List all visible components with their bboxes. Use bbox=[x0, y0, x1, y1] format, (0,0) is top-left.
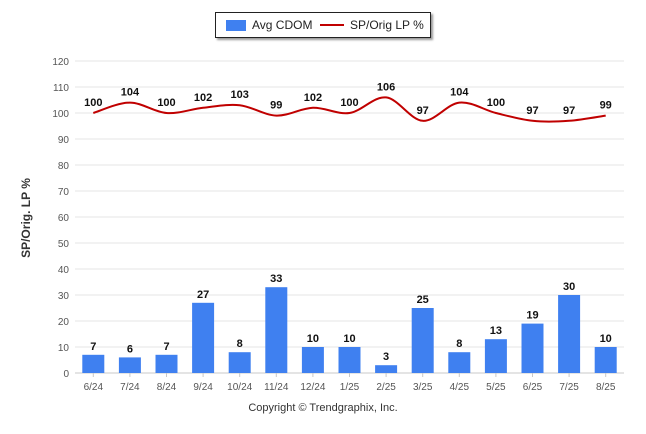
cdom-bar-value-label: 30 bbox=[563, 281, 575, 293]
x-tick-label: 6/25 bbox=[523, 382, 543, 393]
y-tick-label: 60 bbox=[58, 213, 70, 224]
cdom-bar bbox=[192, 302, 215, 373]
y-tick-label: 10 bbox=[58, 343, 70, 354]
y-tick-label: 30 bbox=[58, 291, 70, 302]
cdom-bar bbox=[301, 347, 324, 373]
sp-orig-lp-value-label: 102 bbox=[194, 92, 212, 104]
cdom-bar-value-label: 10 bbox=[600, 333, 612, 345]
cdom-bar bbox=[448, 352, 471, 373]
copyright-text: Copyright © Trendgraphix, Inc. bbox=[248, 402, 398, 414]
x-tick-label: 2/25 bbox=[376, 382, 396, 393]
legend-bar-label: Avg CDOM bbox=[252, 18, 313, 32]
cdom-bar bbox=[484, 339, 507, 373]
sp-orig-lp-value-label: 104 bbox=[450, 87, 469, 99]
sp-orig-lp-value-label: 99 bbox=[270, 100, 282, 112]
y-tick-label: 100 bbox=[52, 109, 69, 120]
y-tick-label: 120 bbox=[52, 57, 69, 68]
x-tick-label: 7/24 bbox=[120, 382, 140, 393]
legend-item-sp-orig-lp[interactable]: SP/Orig LP % bbox=[320, 18, 424, 32]
y-tick-label: 40 bbox=[58, 265, 70, 276]
cdom-bar-value-label: 8 bbox=[237, 338, 243, 350]
cdom-bar-value-label: 7 bbox=[163, 341, 169, 353]
cdom-bar-value-label: 10 bbox=[307, 333, 319, 345]
cdom-bar-value-label: 6 bbox=[127, 343, 133, 355]
y-tick-label: 50 bbox=[58, 239, 70, 250]
x-tick-label: 4/25 bbox=[450, 382, 470, 393]
sp-orig-lp-value-label: 106 bbox=[377, 81, 395, 93]
legend-bar-swatch bbox=[226, 19, 246, 31]
y-axis-label: SP/Orig. LP % bbox=[19, 178, 33, 258]
cdom-bar-value-label: 27 bbox=[197, 289, 209, 301]
sp-orig-lp-value-label: 97 bbox=[563, 105, 575, 117]
cdom-bar bbox=[411, 308, 434, 373]
cdom-bar bbox=[594, 347, 617, 373]
x-tick-label: 11/24 bbox=[264, 382, 289, 393]
sp-orig-lp-value-label: 97 bbox=[417, 105, 429, 117]
x-tick-label: 5/25 bbox=[486, 382, 506, 393]
y-tick-label: 70 bbox=[58, 187, 70, 198]
x-tick-label: 8/25 bbox=[596, 382, 616, 393]
sp-orig-lp-value-label: 103 bbox=[231, 89, 249, 101]
cdom-bar-value-label: 25 bbox=[417, 294, 429, 306]
cdom-bar-value-label: 7 bbox=[90, 341, 96, 353]
cdom-bar bbox=[118, 357, 141, 373]
y-tick-label: 0 bbox=[63, 369, 69, 380]
cdom-bar-value-label: 19 bbox=[526, 310, 538, 322]
y-tick-label: 90 bbox=[58, 135, 70, 146]
chart-legend: Avg CDOM SP/Orig LP % bbox=[215, 12, 431, 38]
cdom-bar-value-label: 3 bbox=[383, 351, 389, 363]
legend-item-avg-cdom[interactable]: Avg CDOM bbox=[226, 18, 312, 32]
cdom-bar bbox=[375, 365, 398, 373]
sp-orig-lp-value-label: 97 bbox=[526, 105, 538, 117]
cdom-bar bbox=[228, 352, 251, 373]
x-tick-label: 6/24 bbox=[84, 382, 104, 393]
cdom-bar bbox=[265, 287, 288, 373]
sp-orig-lp-value-label: 100 bbox=[340, 97, 358, 109]
cdom-bar bbox=[155, 354, 178, 373]
cdom-bar bbox=[558, 295, 581, 373]
x-tick-label: 9/24 bbox=[193, 382, 213, 393]
cdom-bar bbox=[82, 354, 105, 373]
x-tick-label: 7/25 bbox=[559, 382, 579, 393]
y-tick-label: 20 bbox=[58, 317, 70, 328]
sp-orig-lp-value-label: 100 bbox=[157, 97, 175, 109]
sp-orig-lp-line bbox=[93, 96, 606, 123]
x-tick-label: 8/24 bbox=[157, 382, 177, 393]
sp-orig-lp-value-label: 100 bbox=[84, 97, 102, 109]
cdom-bar-value-label: 10 bbox=[343, 333, 355, 345]
legend-line-label: SP/Orig LP % bbox=[350, 18, 424, 32]
y-tick-label: 110 bbox=[53, 83, 69, 94]
cdom-bar-value-label: 13 bbox=[490, 325, 502, 337]
cdom-bar-value-label: 8 bbox=[456, 338, 462, 350]
sp-orig-lp-value-label: 100 bbox=[487, 97, 505, 109]
x-tick-label: 1/25 bbox=[340, 382, 360, 393]
x-tick-label: 12/24 bbox=[300, 382, 325, 393]
y-tick-label: 80 bbox=[58, 161, 70, 172]
sp-orig-lp-value-label: 104 bbox=[121, 87, 140, 99]
x-tick-label: 3/25 bbox=[413, 382, 433, 393]
cdom-bar bbox=[521, 323, 544, 373]
sp-orig-lp-value-label: 102 bbox=[304, 92, 322, 104]
sp-orig-lp-value-label: 99 bbox=[600, 100, 612, 112]
legend-line-swatch bbox=[320, 24, 344, 26]
cdom-bar-value-label: 33 bbox=[270, 273, 282, 285]
x-tick-label: 10/24 bbox=[227, 382, 252, 393]
cdom-bar bbox=[338, 347, 361, 373]
